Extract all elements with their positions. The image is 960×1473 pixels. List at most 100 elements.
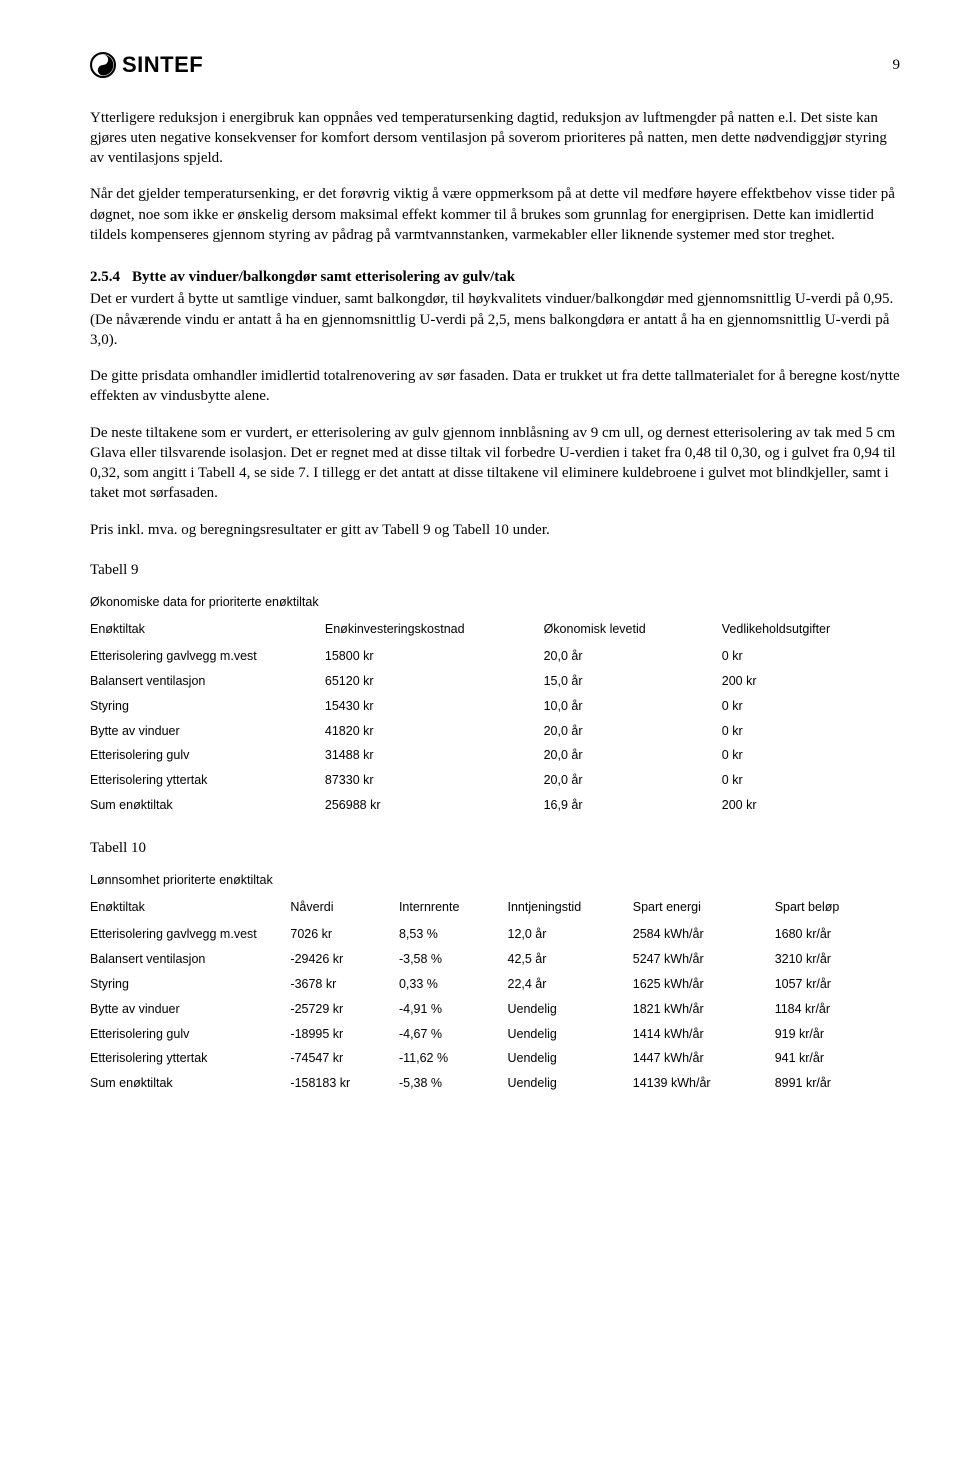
table-cell: 0,33 % <box>399 972 508 997</box>
table-cell: Etterisolering yttertak <box>90 1046 290 1071</box>
table-row: Styring-3678 kr0,33 %22,4 år1625 kWh/år1… <box>90 972 900 997</box>
paragraph: Ytterligere reduksjon i energibruk kan o… <box>90 108 900 169</box>
table-cell: -25729 kr <box>290 997 399 1022</box>
table-cell: 10,0 år <box>544 694 722 719</box>
table-cell: 256988 kr <box>325 793 544 818</box>
table-cell: Styring <box>90 694 325 719</box>
table-row: Etterisolering gulv-18995 kr-4,67 %Uende… <box>90 1022 900 1047</box>
col-header: Nåverdi <box>290 895 399 922</box>
table-row: Styring15430 kr10,0 år0 kr <box>90 694 900 719</box>
table-10: Lønnsomhet prioriterte enøktiltak Enøkti… <box>90 868 900 1096</box>
table-row: Etterisolering gulv31488 kr20,0 år0 kr <box>90 743 900 768</box>
paragraph: De gitte prisdata omhandler imidlertid t… <box>90 366 900 407</box>
table-row: Etterisolering gavlvegg m.vest15800 kr20… <box>90 644 900 669</box>
table-cell: Uendelig <box>508 1046 633 1071</box>
table-cell: 20,0 år <box>544 743 722 768</box>
table-row: Balansert ventilasjon65120 kr15,0 år200 … <box>90 669 900 694</box>
table-row: Balansert ventilasjon-29426 kr-3,58 %42,… <box>90 947 900 972</box>
table-cell: -74547 kr <box>290 1046 399 1071</box>
paragraph: Når det gjelder temperatursenking, er de… <box>90 184 900 245</box>
table-cell: Uendelig <box>508 1022 633 1047</box>
logo: SINTEF <box>90 50 203 80</box>
table-cell: 919 kr/år <box>775 1022 900 1047</box>
table-cell: 7026 kr <box>290 922 399 947</box>
table-cell: 8991 kr/år <box>775 1071 900 1096</box>
table-cell: 1821 kWh/år <box>633 997 775 1022</box>
table-cell: 0 kr <box>722 644 900 669</box>
table-cell: 87330 kr <box>325 768 544 793</box>
table-cell: -158183 kr <box>290 1071 399 1096</box>
table-cell: 1184 kr/år <box>775 997 900 1022</box>
col-header: Spart energi <box>633 895 775 922</box>
table-row: Etterisolering yttertak-74547 kr-11,62 %… <box>90 1046 900 1071</box>
table-cell: 2584 kWh/år <box>633 922 775 947</box>
table-row: Sum enøktiltak256988 kr16,9 år200 kr <box>90 793 900 818</box>
table-row: Etterisolering yttertak87330 kr20,0 år0 … <box>90 768 900 793</box>
table-cell: 1414 kWh/år <box>633 1022 775 1047</box>
table-cell: 0 kr <box>722 719 900 744</box>
table-cell: -4,91 % <box>399 997 508 1022</box>
table-cell: Sum enøktiltak <box>90 1071 290 1096</box>
table-header-row: Enøktiltak Enøkinvesteringskostnad Økono… <box>90 617 900 644</box>
table-row: Bytte av vinduer41820 kr20,0 år0 kr <box>90 719 900 744</box>
table-cell: -4,67 % <box>399 1022 508 1047</box>
table-cell: 15430 kr <box>325 694 544 719</box>
table-cell: -5,38 % <box>399 1071 508 1096</box>
table-cell: 65120 kr <box>325 669 544 694</box>
table-cell: Bytte av vinduer <box>90 719 325 744</box>
table-cell: 1447 kWh/år <box>633 1046 775 1071</box>
col-header: Inntjeningstid <box>508 895 633 922</box>
section-number: 2.5.4 <box>90 267 132 287</box>
section-title: Bytte av vinduer/balkongdør samt etteris… <box>132 269 515 285</box>
table-row: Bytte av vinduer-25729 kr-4,91 %Uendelig… <box>90 997 900 1022</box>
table-cell: Balansert ventilasjon <box>90 947 290 972</box>
col-header: Enøktiltak <box>90 617 325 644</box>
paragraph: De neste tiltakene som er vurdert, er et… <box>90 423 900 504</box>
table-cell: 16,9 år <box>544 793 722 818</box>
table-cell: Etterisolering yttertak <box>90 768 325 793</box>
table-cell: -3,58 % <box>399 947 508 972</box>
table-cell: 1057 kr/år <box>775 972 900 997</box>
table-cell: Sum enøktiltak <box>90 793 325 818</box>
page-number: 9 <box>893 55 901 75</box>
table-cell: -11,62 % <box>399 1046 508 1071</box>
table-cell: -29426 kr <box>290 947 399 972</box>
page-header: SINTEF 9 <box>90 50 900 80</box>
table-cell: 20,0 år <box>544 768 722 793</box>
table-cell: 5247 kWh/år <box>633 947 775 972</box>
col-header: Internrente <box>399 895 508 922</box>
table-title: Lønnsomhet prioriterte enøktiltak <box>90 868 900 895</box>
table-cell: 3210 kr/år <box>775 947 900 972</box>
table-cell: Etterisolering gavlvegg m.vest <box>90 644 325 669</box>
sintef-logo-icon <box>90 52 116 78</box>
table-cell: Uendelig <box>508 1071 633 1096</box>
table-cell: Etterisolering gulv <box>90 1022 290 1047</box>
table-cell: 20,0 år <box>544 719 722 744</box>
table-cell: 8,53 % <box>399 922 508 947</box>
table-cell: 20,0 år <box>544 644 722 669</box>
table-cell: Bytte av vinduer <box>90 997 290 1022</box>
col-header: Enøktiltak <box>90 895 290 922</box>
paragraph: Pris inkl. mva. og beregningsresultater … <box>90 520 900 540</box>
table-cell: -18995 kr <box>290 1022 399 1047</box>
paragraph: Det er vurdert å bytte ut samtlige vindu… <box>90 289 900 350</box>
col-header: Økonomisk levetid <box>544 617 722 644</box>
table-cell: 14139 kWh/år <box>633 1071 775 1096</box>
table-cell: 200 kr <box>722 793 900 818</box>
table-cell: 15800 kr <box>325 644 544 669</box>
table-cell: 941 kr/år <box>775 1046 900 1071</box>
table-cell: 0 kr <box>722 768 900 793</box>
table-title: Økonomiske data for prioriterte enøktilt… <box>90 590 900 617</box>
col-header: Vedlikeholdsutgifter <box>722 617 900 644</box>
table-cell: Balansert ventilasjon <box>90 669 325 694</box>
table-cell: 1680 kr/år <box>775 922 900 947</box>
table-cell: Styring <box>90 972 290 997</box>
table-cell: 31488 kr <box>325 743 544 768</box>
table-9: Økonomiske data for prioriterte enøktilt… <box>90 590 900 818</box>
col-header: Spart beløp <box>775 895 900 922</box>
table-cell: Etterisolering gavlvegg m.vest <box>90 922 290 947</box>
logo-text: SINTEF <box>122 50 203 80</box>
table-caption: Tabell 9 <box>90 560 900 580</box>
section-heading: 2.5.4Bytte av vinduer/balkongdør samt et… <box>90 267 900 287</box>
table-cell: Etterisolering gulv <box>90 743 325 768</box>
